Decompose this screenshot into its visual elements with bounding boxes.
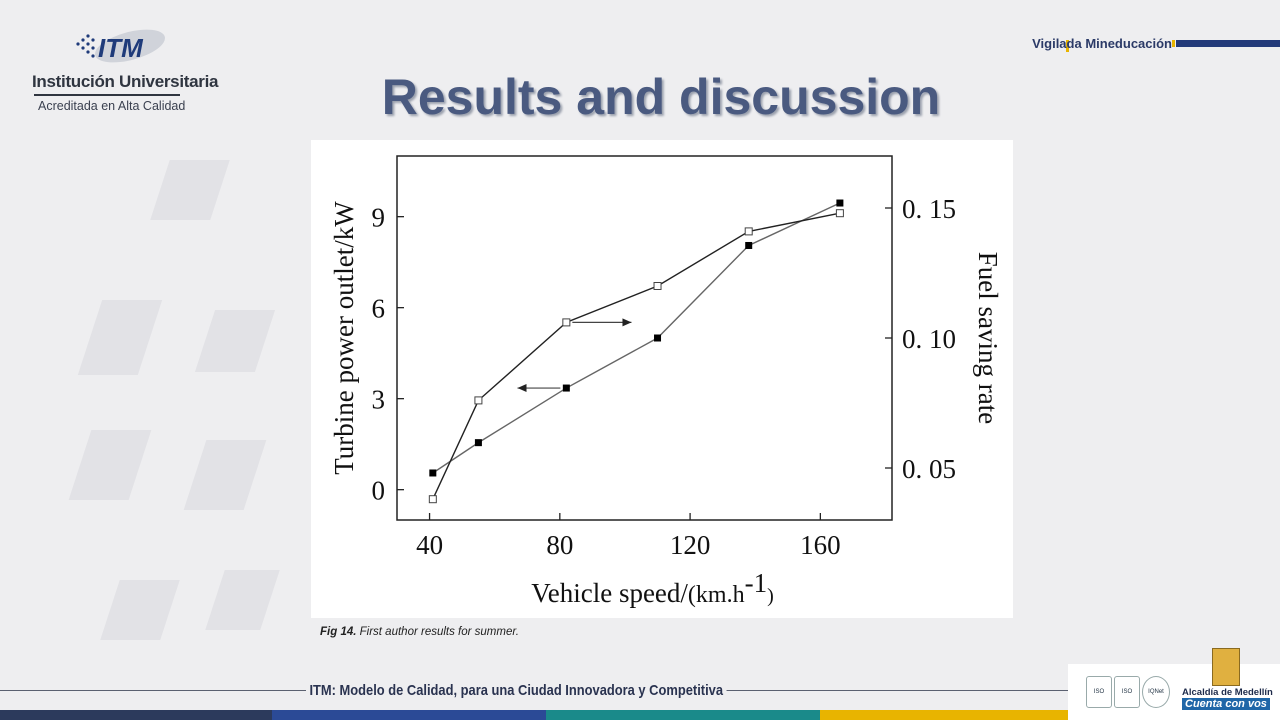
series-1-point (654, 334, 662, 342)
logo-accreditation: Acreditada en Alta Calidad (38, 99, 186, 113)
x-axis-label-exponent: -1 (745, 568, 768, 598)
alcaldia-slogan: Cuenta con vos (1182, 698, 1270, 710)
y-tick-label: 6 (372, 294, 386, 324)
series-2-point (474, 396, 483, 405)
y-tick-label: 9 (372, 203, 386, 233)
figure-caption: Fig 14. First author results for summer. (320, 626, 519, 638)
background-stripe (77, 300, 163, 375)
vigilada-label: Vigilada Mineducación (1032, 36, 1172, 51)
y2-axis-label: Fuel saving rate (973, 252, 1003, 424)
y2-tick-label: 0. 15 (902, 194, 956, 224)
itm-logo-mark: ITM (76, 29, 165, 63)
x-axis-label: Vehicle speed/(km.h-1) (531, 568, 774, 608)
background-stripe (100, 580, 180, 640)
vigilada-marker (1066, 40, 1069, 52)
footer-color-segment (0, 710, 272, 720)
y-axis-label: Turbine power outlet/kW (329, 201, 359, 475)
series-1-line (432, 202, 841, 474)
y-tick-label: 3 (372, 385, 386, 415)
alcaldia-name: Alcaldía de Medellín (1182, 687, 1273, 698)
medellin-coat-of-arms-icon (1212, 648, 1240, 686)
series-1-point (429, 469, 437, 477)
background-stripe (183, 440, 267, 510)
footer-color-segment (820, 710, 1280, 720)
series-2-line (432, 212, 841, 500)
series-2-point (835, 209, 844, 218)
series-2-point (562, 318, 571, 327)
x-tick-label: 40 (416, 530, 443, 560)
x-axis-label-main: Vehicle speed/ (531, 578, 688, 608)
certification-badge-icon: IQNet (1142, 676, 1170, 708)
slide-title: Results and discussion (381, 69, 941, 125)
vigilada-line (1176, 40, 1280, 47)
background-stripe (194, 310, 276, 372)
caption-label: Fig 14. (320, 626, 357, 638)
certification-badge-icon: ISO (1086, 676, 1112, 708)
series-2-point (428, 495, 437, 504)
footer-color-segment (272, 710, 546, 720)
x-tick-label: 160 (800, 530, 841, 560)
caption-text: First author results for summer. (356, 626, 519, 638)
series-1-point (836, 199, 844, 207)
itm-logo[interactable]: ITM Institución Universitaria Acreditada… (28, 26, 218, 118)
y2-tick-label: 0. 05 (902, 454, 956, 484)
svg-text:ITM: ITM (98, 33, 144, 63)
x-axis-label-close: ) (767, 585, 774, 607)
annotation-arrow-head (622, 318, 632, 327)
background-stripe (68, 430, 152, 500)
logo-divider (34, 94, 180, 96)
background-stripe (150, 160, 230, 220)
y2-tick-label: 0. 10 (902, 324, 956, 354)
footer-color-segment (546, 710, 820, 720)
line-chart: 40 80 120 160 0 3 6 9 0. 05 0. 10 0. 15 Vehicle spe… (329, 155, 1003, 608)
x-tick-label: 120 (670, 530, 711, 560)
plot-frame (396, 155, 893, 521)
background-stripe (205, 570, 280, 630)
series-2-point (653, 282, 662, 290)
y-tick-label: 0 (372, 476, 386, 506)
series-1-point (745, 241, 753, 249)
x-tick-label: 80 (546, 530, 573, 560)
footer-tagline: ITM: Modelo de Calidad, para una Ciudad … (306, 682, 727, 699)
series-2-point (744, 227, 753, 236)
x-axis-label-unit: (km.h (688, 582, 745, 608)
annotation-arrow-head (517, 384, 527, 393)
vigilada-dot (1172, 40, 1175, 47)
series-1-point (562, 384, 570, 392)
logo-institution-name: Institución Universitaria (32, 72, 219, 91)
certification-badge-icon: ISO (1114, 676, 1140, 708)
series-1-point (474, 439, 482, 447)
chart-figure: 40 80 120 160 0 3 6 9 0. 05 0. 10 0. 15 Vehicle spe… (311, 140, 1013, 618)
